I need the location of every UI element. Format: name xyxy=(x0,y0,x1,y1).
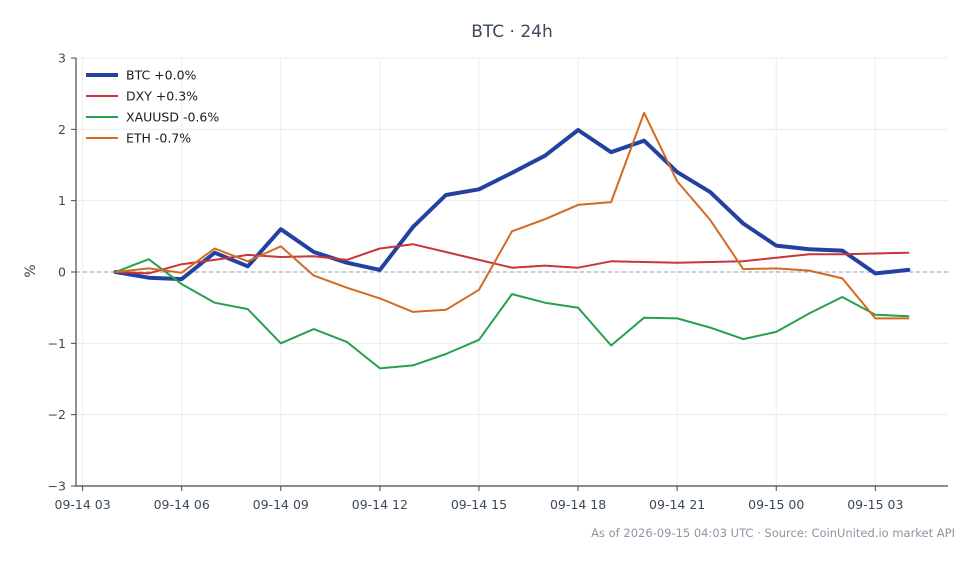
x-tick-label: 09-14 09 xyxy=(253,497,309,512)
x-tick-label: 09-15 03 xyxy=(847,497,903,512)
y-tick-label: −3 xyxy=(48,479,66,494)
x-tick-label: 09-14 03 xyxy=(55,497,111,512)
x-tick-label: 09-14 15 xyxy=(451,497,507,512)
x-tick-label: 09-14 21 xyxy=(649,497,705,512)
y-tick-label: 3 xyxy=(58,51,66,66)
legend-label: BTC +0.0% xyxy=(126,68,197,83)
y-tick-label: −2 xyxy=(48,407,66,422)
y-axis-label: % xyxy=(23,264,39,277)
x-tick-label: 09-14 18 xyxy=(550,497,606,512)
legend-label: DXY +0.3% xyxy=(126,89,198,104)
grid xyxy=(76,57,948,487)
legend: BTC +0.0% DXY +0.3% XAUUSD -0.6% ETH -0.7% xyxy=(86,68,219,146)
x-axis-ticks: 09-14 03 09-14 06 09-14 09 09-14 12 09-14 15… xyxy=(55,486,903,512)
y-tick-label: −1 xyxy=(48,336,66,351)
y-axis-ticks: 3 2 1 0 −1 −2 −3 xyxy=(48,51,76,494)
y-tick-label: 1 xyxy=(58,193,66,208)
y-tick-label: 2 xyxy=(58,122,66,137)
x-tick-label: 09-14 12 xyxy=(352,497,408,512)
series-line-eth xyxy=(114,111,910,320)
series-line-xauusd xyxy=(114,258,910,370)
legend-label: XAUUSD -0.6% xyxy=(126,110,219,125)
y-tick-label: 0 xyxy=(58,265,66,280)
x-tick-label: 09-14 06 xyxy=(154,497,210,512)
series-line-btc xyxy=(113,128,911,282)
series-line-dxy xyxy=(114,243,910,275)
source-footnote: As of 2026-09-15 04:03 UTC · Source: Coi… xyxy=(591,526,955,540)
legend-label: ETH -0.7% xyxy=(126,131,191,146)
series-lines xyxy=(113,111,911,370)
chart-title: BTC · 24h xyxy=(471,22,553,42)
x-tick-label: 09-15 00 xyxy=(748,497,804,512)
